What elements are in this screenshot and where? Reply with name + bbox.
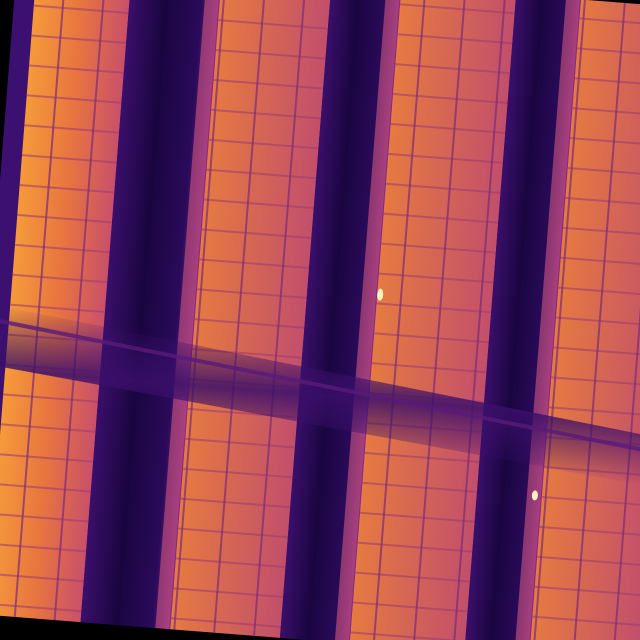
hot-spot [377, 288, 384, 301]
hot-spot [531, 490, 538, 501]
panel-grid [0, 0, 133, 623]
edge [334, 0, 401, 640]
panel-grid [170, 0, 332, 638]
panel-grid [349, 0, 517, 640]
gap [80, 0, 223, 630]
gap [464, 0, 581, 640]
gap [279, 0, 402, 640]
panel-seam [0, 317, 640, 454]
panel-grid [529, 0, 640, 640]
edge [514, 0, 580, 640]
edge [155, 0, 222, 630]
